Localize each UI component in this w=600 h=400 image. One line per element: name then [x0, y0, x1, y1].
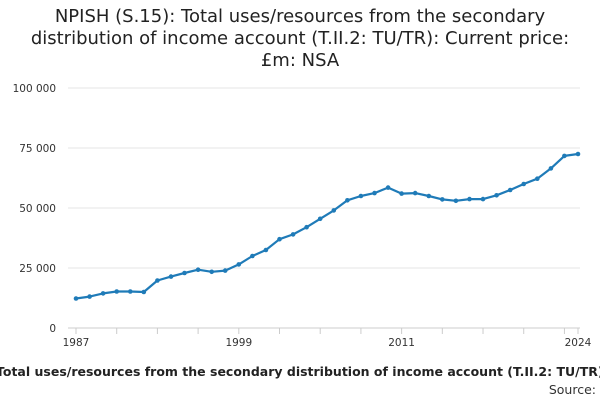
data-point [277, 236, 282, 242]
data-point [345, 198, 350, 203]
data-point [467, 196, 472, 202]
data-point [128, 289, 133, 294]
data-point [358, 193, 364, 199]
data-point [535, 176, 540, 181]
data-point [453, 198, 459, 204]
data-point [521, 181, 526, 187]
data-point [290, 232, 296, 237]
data-point [195, 267, 201, 273]
data-point [331, 208, 337, 213]
x-tick-label: 2011 [388, 337, 415, 349]
data-point [236, 262, 242, 267]
data-point [317, 216, 323, 222]
data-point [209, 269, 214, 275]
data-point [87, 294, 92, 299]
data-point [114, 289, 119, 294]
data-point [385, 185, 391, 190]
data-point [562, 153, 567, 159]
chart-title: NPISH (S.15): Total uses/resources from … [30, 6, 570, 71]
y-tick-label: 75 000 [19, 143, 56, 155]
x-tick-label: 1999 [225, 337, 252, 349]
data-point [304, 224, 309, 230]
data-point [480, 196, 486, 202]
x-tick-label: 2024 [565, 337, 592, 349]
y-tick-label: 25 000 [19, 263, 56, 275]
axes [68, 327, 580, 334]
x-tick-label: 1987 [63, 337, 90, 349]
data-point [440, 197, 445, 202]
data-point [507, 187, 513, 193]
data-point [250, 253, 255, 259]
data-point [182, 270, 187, 276]
data-point [575, 151, 581, 157]
data-point [426, 193, 432, 199]
data-point [222, 268, 228, 273]
data-point [399, 191, 404, 196]
data-point [155, 278, 160, 283]
y-tick-label: 100 000 [13, 83, 56, 95]
data-point [263, 247, 269, 253]
tick-labels: 0 25 000 50 000 75 000 100 000 1987 1999 2011 20… [13, 83, 592, 349]
data-point [548, 166, 554, 171]
data-point [168, 274, 174, 279]
data-point [73, 296, 79, 301]
data-point [494, 193, 499, 198]
data-point [141, 289, 147, 295]
y-tick-label: 0 [49, 323, 56, 335]
data-point [100, 291, 106, 296]
series [73, 151, 581, 301]
y-tick-label: 50 000 [19, 203, 56, 215]
series-line [75, 152, 579, 300]
data-point [372, 190, 377, 196]
data-point [412, 190, 418, 196]
legend-label: Total uses/resources from the secondary … [0, 364, 600, 379]
source-label: Source: [548, 382, 596, 397]
gridlines [68, 87, 580, 269]
